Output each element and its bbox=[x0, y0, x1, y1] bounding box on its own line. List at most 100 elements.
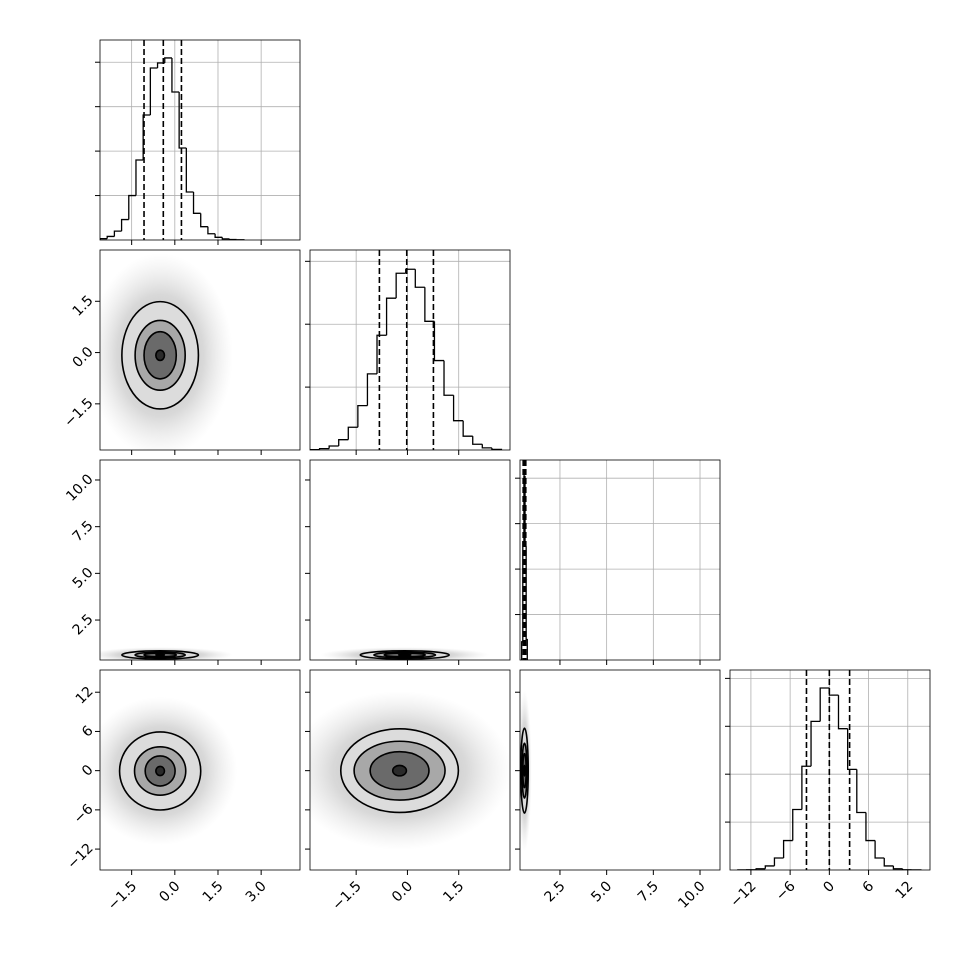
histogram-bin bbox=[156, 62, 165, 68]
x-tick-label: 1.5 bbox=[200, 878, 227, 905]
histogram-bin bbox=[755, 868, 766, 870]
x-tick-label: 7.5 bbox=[635, 878, 662, 905]
contour bbox=[155, 349, 166, 362]
contour bbox=[391, 764, 408, 777]
y-tick-label: −6 bbox=[71, 801, 97, 827]
histogram-bin bbox=[764, 865, 775, 869]
x-tick-label: 0.0 bbox=[389, 878, 416, 905]
contour bbox=[155, 653, 166, 657]
histogram-bin bbox=[149, 67, 158, 116]
histogram-bin bbox=[385, 297, 397, 336]
x-tick-label: 0 bbox=[820, 878, 838, 896]
y-tick-label: 2.5 bbox=[70, 611, 97, 638]
density-panel bbox=[100, 647, 233, 660]
histogram-bin bbox=[357, 404, 368, 428]
histogram-bin bbox=[462, 420, 473, 437]
histogram-bin bbox=[128, 194, 136, 220]
histogram-bin bbox=[837, 695, 848, 730]
density-panel bbox=[100, 253, 233, 450]
density-panel bbox=[310, 691, 510, 851]
panel-frame bbox=[99, 249, 301, 451]
y-tick-label: 7.5 bbox=[70, 518, 97, 545]
histogram-bin bbox=[207, 226, 216, 235]
panel-frame bbox=[519, 669, 721, 871]
histogram-bin bbox=[801, 765, 812, 810]
histogram bbox=[310, 250, 503, 450]
x-tick-label: −12 bbox=[727, 878, 759, 910]
x-tick-label: −1.5 bbox=[329, 878, 364, 913]
histogram-bin bbox=[366, 373, 378, 406]
histogram-bin bbox=[113, 230, 122, 237]
y-tick-label: −12 bbox=[64, 840, 96, 872]
histogram-bin bbox=[892, 865, 903, 870]
histogram-bin bbox=[525, 546, 528, 660]
histogram-bin bbox=[171, 57, 180, 93]
contour bbox=[397, 653, 412, 657]
panel-frame bbox=[99, 669, 301, 871]
y-tick-label: 10.0 bbox=[63, 471, 96, 504]
density-panel bbox=[100, 696, 238, 846]
histogram-bin bbox=[376, 334, 387, 374]
histogram-bin bbox=[100, 238, 108, 240]
histogram bbox=[100, 40, 245, 240]
histogram-bin bbox=[120, 218, 129, 232]
histogram-bin bbox=[185, 148, 194, 193]
histogram-bin bbox=[433, 321, 445, 362]
histogram-bin bbox=[828, 687, 839, 696]
histogram-bin bbox=[214, 233, 223, 238]
x-tick-label: 1.5 bbox=[440, 878, 467, 905]
y-tick-label: 0.0 bbox=[70, 344, 97, 371]
contour bbox=[523, 764, 526, 777]
x-tick-label: 6 bbox=[860, 878, 878, 896]
panel-frame bbox=[99, 39, 301, 241]
panel-frame bbox=[309, 459, 511, 661]
panel-frame bbox=[519, 459, 721, 661]
density-panel bbox=[320, 647, 490, 660]
panel-frame bbox=[309, 669, 511, 871]
histogram-bin bbox=[200, 213, 208, 228]
histogram-bin bbox=[481, 444, 492, 449]
histogram-bin bbox=[178, 92, 187, 149]
histogram-bin bbox=[228, 238, 237, 240]
x-tick-label: 5.0 bbox=[588, 878, 615, 905]
y-tick-label: 6 bbox=[79, 723, 97, 741]
histogram-bin bbox=[164, 57, 172, 64]
histogram-bin bbox=[221, 237, 230, 240]
histogram-bin bbox=[792, 808, 802, 841]
histogram-bin bbox=[883, 858, 894, 867]
y-tick-label: 12 bbox=[73, 684, 97, 708]
histogram-bin bbox=[874, 840, 885, 859]
panel-frame bbox=[309, 249, 511, 451]
contour bbox=[155, 765, 166, 777]
x-tick-label: 10.0 bbox=[675, 878, 708, 911]
x-tick-label: 3.0 bbox=[243, 878, 270, 905]
histogram-bin bbox=[819, 687, 830, 722]
histogram-bin bbox=[106, 235, 115, 239]
histogram-bin bbox=[856, 769, 866, 814]
panel-frame bbox=[99, 459, 301, 661]
histogram-bin bbox=[472, 436, 483, 445]
x-tick-label: 2.5 bbox=[542, 878, 569, 905]
histogram-bin bbox=[347, 426, 358, 440]
panel-frame bbox=[729, 669, 931, 871]
histogram-bin bbox=[338, 439, 349, 446]
histogram-bin bbox=[443, 360, 454, 396]
histogram-bin bbox=[328, 445, 339, 449]
x-tick-label: −6 bbox=[773, 878, 799, 904]
x-tick-label: 12 bbox=[893, 878, 917, 902]
y-tick-label: 0 bbox=[79, 762, 97, 780]
y-tick-label: 5.0 bbox=[70, 565, 97, 592]
histogram-bin bbox=[405, 268, 416, 274]
histogram-bin bbox=[846, 728, 857, 771]
x-tick-label: 0.0 bbox=[156, 878, 183, 905]
density-panel bbox=[520, 689, 532, 852]
histogram-bin bbox=[452, 395, 464, 422]
histogram-bin bbox=[424, 287, 435, 322]
histogram-bin bbox=[773, 857, 784, 866]
y-tick-label: 1.5 bbox=[70, 293, 97, 320]
histogram-bin bbox=[135, 159, 144, 196]
histogram-bin bbox=[865, 812, 876, 842]
histogram bbox=[521, 460, 528, 660]
histogram-bin bbox=[192, 192, 201, 214]
histogram-bin bbox=[782, 839, 793, 859]
